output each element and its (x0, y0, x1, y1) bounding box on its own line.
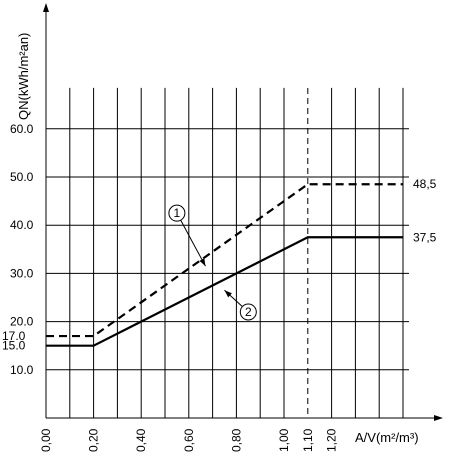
x-axis-title: A/V(m²/m³) (355, 430, 419, 445)
y-tick-label: 17.0 (2, 329, 26, 343)
y-tick-label: 60.0 (10, 122, 34, 136)
callout-number-2: 2 (245, 305, 252, 319)
series-line-2 (46, 236, 403, 347)
y-tick-label: 15.0 (2, 339, 26, 353)
x-tick-label: 1,00 (277, 428, 291, 452)
x-tick-label: 1,10 (301, 428, 315, 452)
y-axis-title: QN(kWh/m²an) (16, 33, 31, 120)
callout-number-1: 1 (174, 206, 181, 220)
tick-labels: 10.0 20.0 30.0 40.0 50.0 60.0 17.015.0 0,00 0,20… (2, 122, 339, 452)
y-tick-label: 50.0 (10, 170, 34, 184)
callout-arrow-icon-1 (199, 258, 206, 267)
series-line-1 (46, 183, 403, 338)
y-axis-arrow-icon (43, 3, 49, 12)
y-tick-label: 30.0 (10, 266, 34, 280)
y-tick-label: 40.0 (10, 218, 34, 232)
grid (46, 87, 409, 418)
y-tick-label: 10.0 (10, 363, 34, 377)
x-tick-label: 0,40 (134, 428, 148, 452)
x-tick-label: 0,20 (87, 428, 101, 452)
x-tick-label: 1,20 (325, 428, 339, 452)
series-end-label-2: 37,5 (413, 230, 437, 244)
series-labels: 48,5 1 37,5 2 (168, 177, 437, 321)
x-tick-label: 0,00 (39, 428, 53, 452)
callout-arrow-icon-2 (224, 290, 232, 298)
callout-circle-2 (239, 303, 257, 321)
callout-leader-1 (176, 212, 206, 267)
callout-circle-1 (168, 204, 186, 222)
axes (43, 3, 443, 421)
x-tick-label: 0,60 (182, 428, 196, 452)
y-tick-label: 20.0 (10, 315, 34, 329)
x-axis-arrow-icon (434, 415, 443, 421)
series (46, 183, 403, 347)
series-end-label-1: 48,5 (413, 177, 437, 191)
x-tick-label: 0,80 (229, 428, 243, 452)
